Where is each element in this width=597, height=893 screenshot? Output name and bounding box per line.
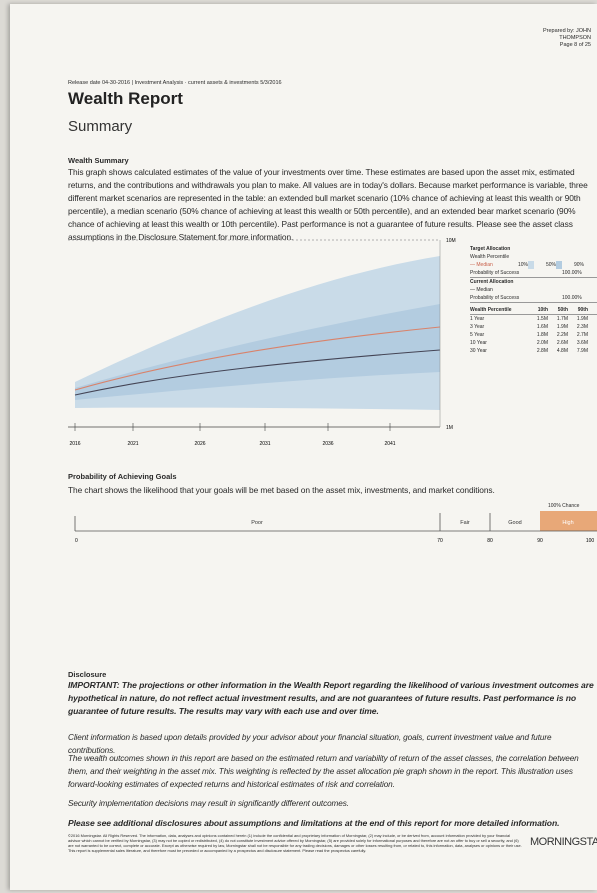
table-row: 5 Year 1.8M 2.2M 2.7M <box>470 331 597 339</box>
see-more: Please see additional disclosures about … <box>68 818 560 828</box>
prepared-name: THOMPSON <box>559 35 591 41</box>
legend-pct: 10% <box>517 262 528 268</box>
disclosure-text: Security implementation decisions may re… <box>68 799 349 808</box>
table-cell: 5 Year <box>470 332 485 338</box>
table-cell: 30 Year <box>470 348 487 354</box>
table-row: 10 Year 2.0M 2.6M 3.6M <box>470 339 597 347</box>
tick-label: 90 <box>537 538 543 544</box>
inner-band <box>75 304 440 400</box>
legend-pct: 50% <box>528 261 556 269</box>
legend-value: 100.00% <box>562 295 582 301</box>
zone-label: High <box>562 520 573 526</box>
legend-text: Wealth Percentile <box>470 254 510 260</box>
axis-label: 10M <box>446 238 456 244</box>
release-line: Release date 04-30-2016 | Investment Ana… <box>68 80 282 86</box>
section-heading: Probability of Achieving Goals <box>68 472 177 481</box>
year-label: 2041 <box>384 441 395 447</box>
table-cell: 1.9M <box>576 316 588 322</box>
year-label: 2026 <box>194 441 205 447</box>
legend-median: — Median <box>470 262 493 268</box>
table-cell: 4.8M <box>556 348 568 354</box>
table-cell: 1.6M <box>536 324 548 330</box>
important-text: IMPORTANT: The projections or other info… <box>68 680 594 716</box>
legend-panel: Target Allocation Wealth Percentile — Me… <box>470 245 597 355</box>
table-cell: 1.8M <box>536 332 548 338</box>
prepared-by: Prepared by: JOHN <box>543 28 591 34</box>
legend-row: Probability of Success 100.00% <box>470 294 597 303</box>
year-axis: 2016 2021 2026 2031 2036 2041 <box>69 423 396 447</box>
logo: MORNINGSTAR <box>530 836 597 848</box>
legend-pct: 90% <box>556 261 584 269</box>
page <box>10 4 597 890</box>
table-cell: 2.7M <box>576 332 588 338</box>
paragraph: The chart shows the likelihood that your… <box>68 485 495 495</box>
table-row: Wealth Percentile 10th 50th 90th <box>470 306 597 315</box>
fine-print: ©2016 Morningstar. All Rights Reserved. … <box>68 833 522 853</box>
year-label: 2031 <box>259 441 270 447</box>
paragraph: This graph shows calculated estimates of… <box>68 167 588 242</box>
table-cell: 1 Year <box>470 316 485 322</box>
table-cell: 7.9M <box>576 348 588 354</box>
axis-label: 1M <box>446 425 453 431</box>
table-cell: 50th <box>557 307 568 313</box>
legend-value: 100.00% <box>562 270 582 276</box>
table-cell: 1.5M <box>536 316 548 322</box>
table-cell: 10 Year <box>470 340 487 346</box>
legend-row: Probability of Success 100.00% <box>470 269 597 278</box>
wealth-chart: 10M 1M 2016 2021 2026 2031 2036 2041 <box>68 238 456 447</box>
legend-heading: Current Allocation <box>470 279 514 285</box>
table-cell: 1.9M <box>556 324 568 330</box>
tick-label: 70 <box>437 538 443 544</box>
table-row: 3 Year 1.6M 1.9M 2.3M <box>470 323 597 331</box>
year-label: 2036 <box>322 441 333 447</box>
legend-heading: Target Allocation <box>470 246 511 252</box>
goal-bar: Poor Fair Good High 0 70 80 90 100 <box>74 511 597 544</box>
section-heading: Wealth Summary <box>68 156 129 165</box>
median-target <box>74 326 441 391</box>
section-heading: Disclosure <box>68 670 107 679</box>
page-number: Page 8 of 25 <box>559 42 591 48</box>
table-cell: 10th <box>537 307 548 313</box>
tick-label: 0 <box>75 538 78 544</box>
table-cell: 2.8M <box>536 348 548 354</box>
zone-label: Poor <box>251 520 263 526</box>
table-cell: 2.3M <box>576 324 588 330</box>
legend-text: Probability of Success <box>470 295 520 301</box>
legend-text: Probability of Success <box>470 270 520 276</box>
year-label: 2016 <box>69 441 80 447</box>
zone-label: Fair <box>460 520 470 526</box>
prepared-block: Prepared by: JOHN THOMPSON Page 8 of 25 <box>543 28 591 49</box>
table-cell: Wealth Percentile <box>470 307 512 313</box>
median-current <box>74 349 441 396</box>
zone-label: Good <box>508 520 521 526</box>
table-cell: 2.6M <box>556 340 568 346</box>
legend-text: — Median <box>470 287 493 293</box>
disclosure-text: Client information is based upon details… <box>68 733 552 755</box>
table-cell: 2.0M <box>536 340 548 346</box>
report-subtitle: Summary <box>68 118 133 135</box>
goal-labels: Poor Fair Good High 0 70 80 90 100 <box>75 520 594 544</box>
year-label: 2021 <box>127 441 138 447</box>
table-cell: 90th <box>577 307 588 313</box>
table-cell: 2.2M <box>556 332 568 338</box>
wealth-table: Wealth Percentile 10th 50th 90th 1 Year 1.5M 1… <box>470 306 597 355</box>
tick-label: 80 <box>487 538 493 544</box>
table-row: 1 Year 1.5M 1.7M 1.9M <box>470 315 597 323</box>
table-cell: 3.6M <box>576 340 588 346</box>
tick-label: 100 <box>586 538 595 544</box>
legend-row: — Median 10% 50% 90% <box>470 261 597 269</box>
table-cell: 1.7M <box>556 316 568 322</box>
disclosure-text: The wealth outcomes shown in this report… <box>68 754 579 789</box>
table-cell: 3 Year <box>470 324 485 330</box>
high-zone <box>540 511 597 531</box>
chance-label: 100% Chance <box>548 503 580 509</box>
report-title: Wealth Report <box>68 89 183 108</box>
table-row: 30 Year 2.8M 4.8M 7.9M <box>470 347 597 355</box>
